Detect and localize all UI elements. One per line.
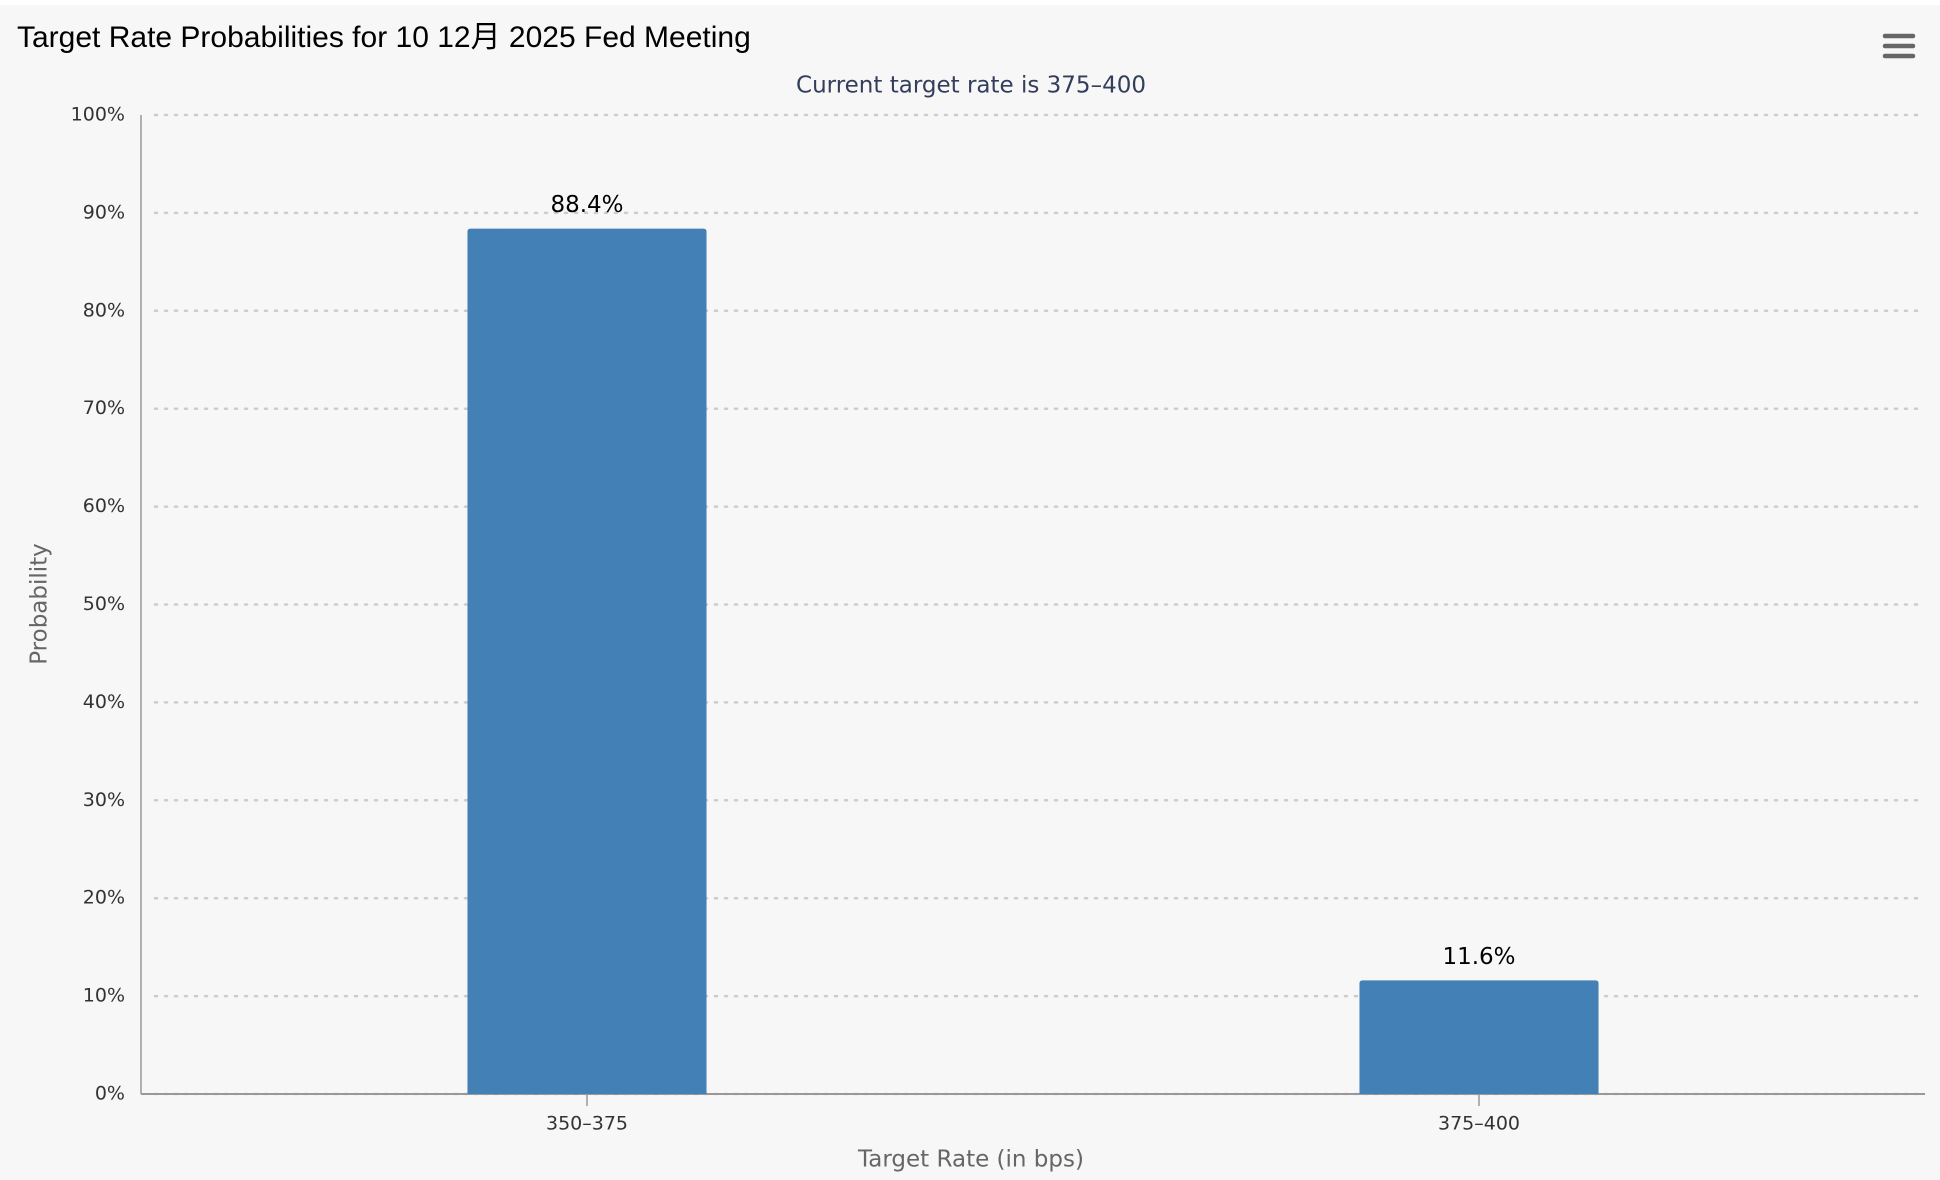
y-tick-label: 90% — [83, 201, 125, 223]
y-tick-label: 50% — [83, 593, 125, 615]
chart-background — [0, 5, 1940, 1180]
y-tick-label: 0% — [95, 1083, 125, 1105]
x-tick-label: 350–375 — [546, 1113, 628, 1135]
y-tick-label: 40% — [83, 691, 125, 713]
chart-title: Target Rate Probabilities for 10 12月 202… — [17, 21, 751, 54]
x-axis-title: Target Rate (in bps) — [857, 1147, 1084, 1173]
y-tick-label: 60% — [83, 495, 125, 517]
y-axis-title: Probability — [27, 543, 53, 665]
y-tick-label: 100% — [71, 104, 125, 126]
y-tick-label: 80% — [83, 299, 125, 321]
x-tick-label: 375–400 — [1438, 1113, 1520, 1135]
chart-subtitle: Current target rate is 375–400 — [796, 73, 1146, 99]
y-tick-label: 30% — [83, 789, 125, 811]
data-label: 11.6% — [1442, 944, 1515, 970]
data-label: 88.4% — [550, 192, 623, 218]
y-tick-label: 20% — [83, 887, 125, 909]
menu-button[interactable] — [1880, 28, 1918, 62]
bar — [467, 228, 707, 1095]
y-tick-label: 10% — [83, 985, 125, 1007]
y-tick-label: 70% — [83, 397, 125, 419]
bar — [1359, 980, 1599, 1094]
